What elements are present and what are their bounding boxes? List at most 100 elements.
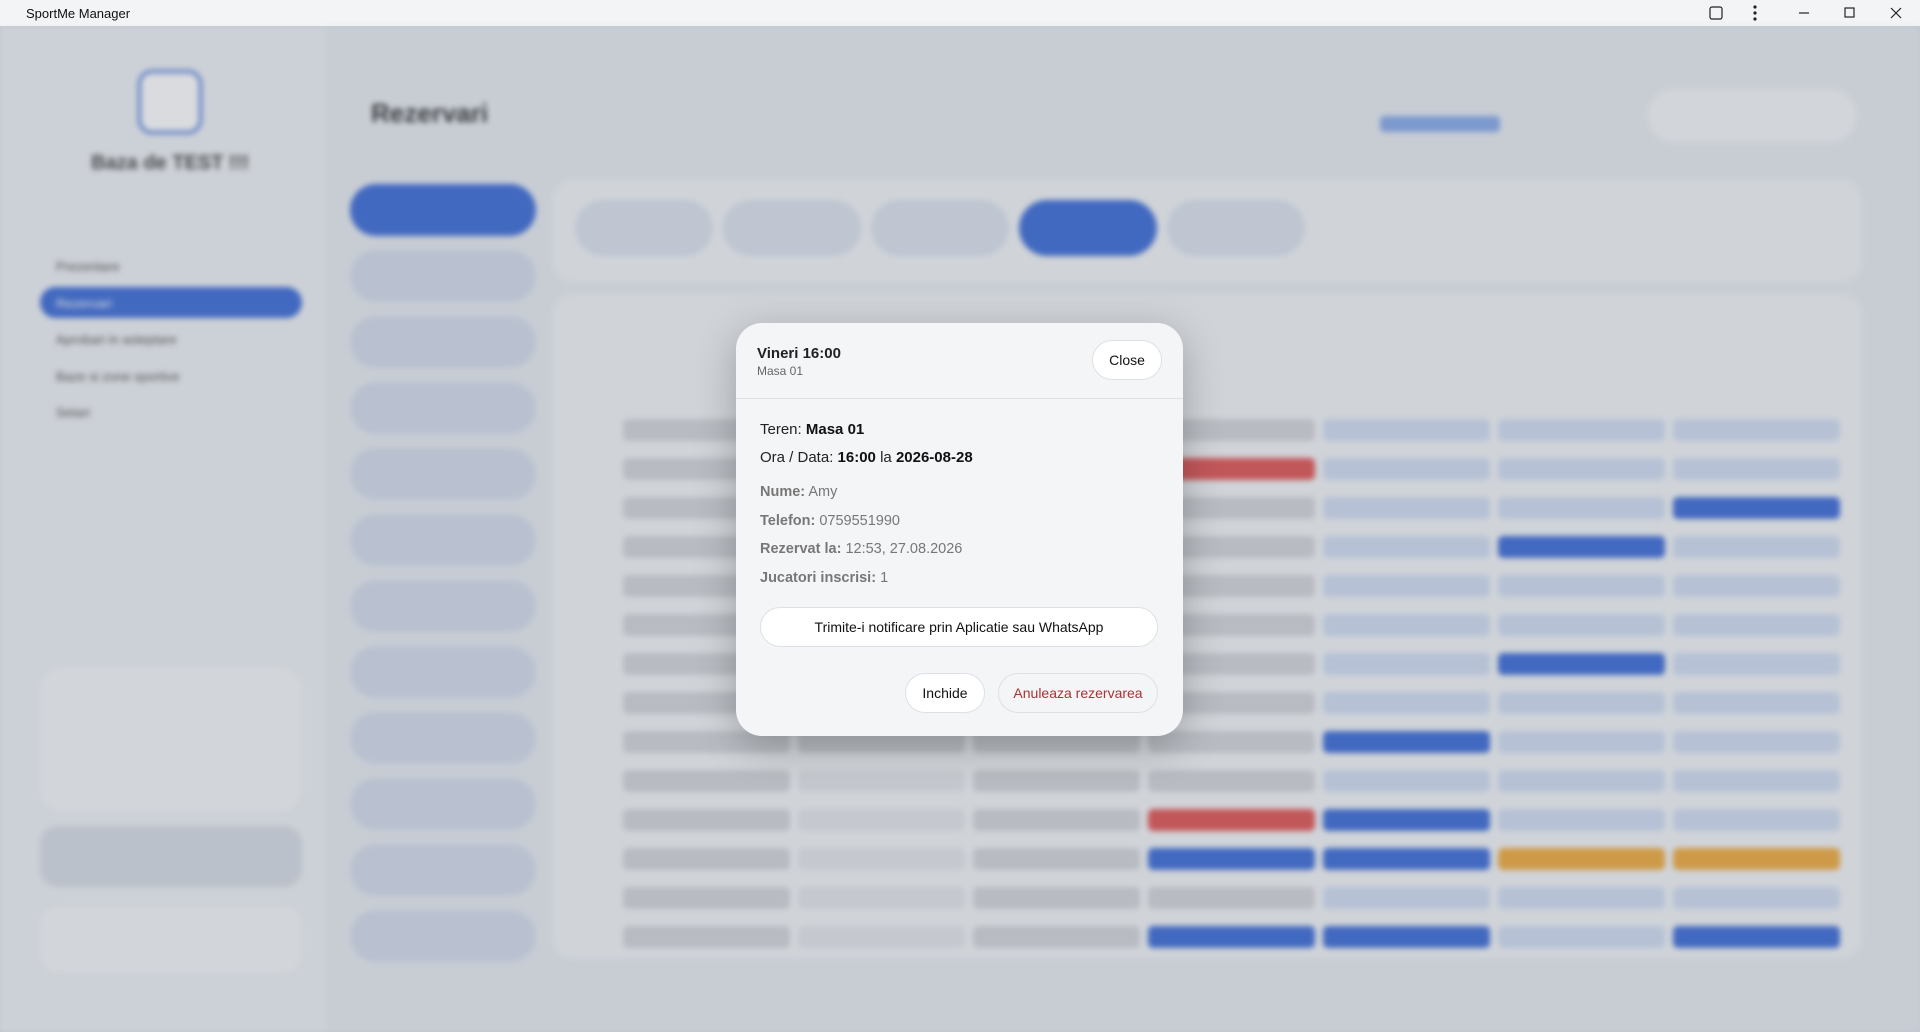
schedule-cell[interactable] (1673, 419, 1840, 441)
schedule-cell[interactable] (1498, 497, 1665, 519)
court-item[interactable] (350, 382, 536, 434)
schedule-cell[interactable] (798, 809, 965, 831)
schedule-cell[interactable] (1323, 497, 1490, 519)
schedule-cell[interactable] (1498, 692, 1665, 714)
schedule-cell[interactable] (1148, 653, 1315, 675)
week-pill[interactable] (1019, 200, 1157, 256)
schedule-cell[interactable] (1673, 497, 1840, 519)
nav-item[interactable]: Rezervari (56, 295, 112, 311)
schedule-cell[interactable] (1148, 614, 1315, 636)
schedule-cell[interactable] (973, 848, 1140, 870)
schedule-cell[interactable] (798, 731, 965, 753)
schedule-cell[interactable] (1673, 770, 1840, 792)
schedule-cell[interactable] (1323, 770, 1490, 792)
schedule-cell[interactable] (623, 926, 790, 948)
schedule-cell[interactable] (1148, 848, 1315, 870)
schedule-cell[interactable] (1673, 692, 1840, 714)
court-item[interactable] (350, 316, 536, 368)
schedule-cell[interactable] (623, 731, 790, 753)
week-pill[interactable] (871, 200, 1009, 256)
schedule-cell[interactable] (1673, 809, 1840, 831)
schedule-cell[interactable] (1323, 575, 1490, 597)
week-pill[interactable] (1167, 200, 1305, 256)
schedule-cell[interactable] (1148, 497, 1315, 519)
schedule-cell[interactable] (1148, 770, 1315, 792)
schedule-cell[interactable] (1498, 575, 1665, 597)
week-pill[interactable] (575, 200, 713, 256)
schedule-cell[interactable] (1498, 653, 1665, 675)
schedule-cell[interactable] (1148, 926, 1315, 948)
schedule-cell[interactable] (798, 770, 965, 792)
schedule-cell[interactable] (1323, 731, 1490, 753)
schedule-cell[interactable] (1148, 536, 1315, 558)
schedule-cell[interactable] (1673, 887, 1840, 909)
schedule-cell[interactable] (1323, 614, 1490, 636)
schedule-cell[interactable] (1323, 458, 1490, 480)
court-item[interactable] (350, 514, 536, 566)
nav-item[interactable]: Prezentare (56, 259, 120, 274)
schedule-cell[interactable] (623, 887, 790, 909)
schedule-cell[interactable] (1673, 458, 1840, 480)
close-button[interactable]: Close (1092, 340, 1162, 380)
schedule-cell[interactable] (1498, 614, 1665, 636)
schedule-cell[interactable] (1323, 536, 1490, 558)
schedule-cell[interactable] (1148, 575, 1315, 597)
schedule-cell[interactable] (1148, 887, 1315, 909)
schedule-cell[interactable] (1148, 731, 1315, 753)
schedule-cell[interactable] (1673, 614, 1840, 636)
schedule-cell[interactable] (1673, 926, 1840, 948)
nav-item[interactable]: Baze si zone sportive (56, 368, 180, 384)
schedule-cell[interactable] (1498, 458, 1665, 480)
schedule-cell[interactable] (1323, 848, 1490, 870)
schedule-cell[interactable] (1498, 770, 1665, 792)
schedule-cell[interactable] (1673, 575, 1840, 597)
schedule-cell[interactable] (973, 926, 1140, 948)
schedule-cell[interactable] (1323, 926, 1490, 948)
court-item[interactable] (350, 448, 536, 500)
schedule-cell[interactable] (1673, 848, 1840, 870)
schedule-cell[interactable] (1498, 809, 1665, 831)
court-item[interactable] (350, 712, 536, 764)
schedule-cell[interactable] (1498, 536, 1665, 558)
schedule-cell[interactable] (1673, 731, 1840, 753)
schedule-cell[interactable] (1498, 419, 1665, 441)
schedule-cell[interactable] (1498, 848, 1665, 870)
court-item[interactable] (350, 580, 536, 632)
nav-item[interactable]: Aprobari in asteptare (56, 332, 177, 347)
court-item[interactable] (350, 910, 536, 962)
schedule-cell[interactable] (1148, 809, 1315, 831)
notify-button[interactable]: Trimite-i notificare prin Aplicatie sau … (760, 607, 1158, 647)
court-item[interactable] (350, 250, 536, 302)
schedule-cell[interactable] (973, 887, 1140, 909)
schedule-cell[interactable] (1673, 536, 1840, 558)
court-item[interactable] (350, 184, 536, 236)
schedule-cell[interactable] (798, 926, 965, 948)
schedule-cell[interactable] (623, 848, 790, 870)
cancel-button[interactable]: Anuleaza rezervarea (998, 673, 1158, 713)
court-item[interactable] (350, 646, 536, 698)
schedule-cell[interactable] (1323, 809, 1490, 831)
week-pill[interactable] (723, 200, 861, 256)
schedule-cell[interactable] (1323, 692, 1490, 714)
court-item[interactable] (350, 844, 536, 896)
schedule-cell[interactable] (1148, 458, 1315, 480)
schedule-cell[interactable] (623, 809, 790, 831)
dismiss-button[interactable]: Inchide (905, 673, 985, 713)
schedule-cell[interactable] (1323, 419, 1490, 441)
schedule-cell[interactable] (973, 731, 1140, 753)
schedule-cell[interactable] (1148, 692, 1315, 714)
schedule-cell[interactable] (1498, 887, 1665, 909)
schedule-cell[interactable] (973, 809, 1140, 831)
schedule-cell[interactable] (1148, 419, 1315, 441)
schedule-cell[interactable] (623, 770, 790, 792)
schedule-cell[interactable] (1498, 926, 1665, 948)
schedule-cell[interactable] (1323, 887, 1490, 909)
schedule-cell[interactable] (798, 887, 965, 909)
schedule-cell[interactable] (1498, 731, 1665, 753)
schedule-cell[interactable] (1673, 653, 1840, 675)
schedule-cell[interactable] (973, 770, 1140, 792)
schedule-cell[interactable] (1323, 653, 1490, 675)
nav-item[interactable]: Setari (56, 405, 90, 420)
court-item[interactable] (350, 778, 536, 830)
schedule-cell[interactable] (798, 848, 965, 870)
